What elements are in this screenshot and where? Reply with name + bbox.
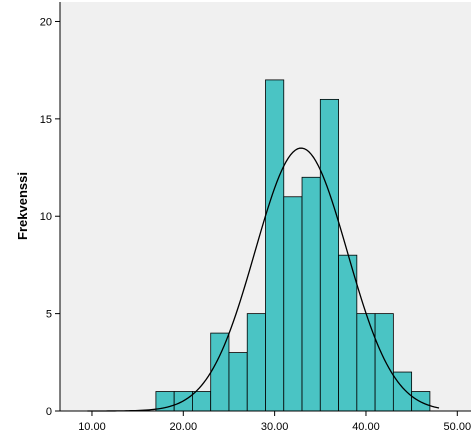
x-ticks-group: 10.00 20.00 30.00 40.00 50.00 — [78, 411, 471, 433]
normal-curve — [87, 147, 440, 412]
y-tick-label: 15 — [40, 114, 52, 126]
x-tick-label: 30.00 — [261, 421, 289, 433]
x-tick-label: 10.00 — [78, 421, 106, 433]
histogram-bar — [228, 352, 248, 412]
histogram-bar — [301, 176, 321, 412]
histogram-bar — [356, 313, 376, 412]
x-tick-label: 20.00 — [170, 421, 198, 433]
y-axis-title: Frekvenssi — [15, 172, 30, 240]
histogram-bar — [392, 371, 413, 412]
bars-group — [155, 79, 431, 412]
y-ticks-group: 0 5 10 15 20 — [40, 16, 60, 418]
y-tick-label: 10 — [40, 211, 52, 223]
y-tick-label: 20 — [40, 16, 52, 28]
histogram-bar — [210, 332, 230, 412]
histogram-bar — [283, 196, 303, 412]
histogram-bar — [265, 79, 285, 412]
x-tick-label: 50.00 — [444, 421, 472, 433]
histogram-bar — [374, 313, 394, 412]
y-tick-label: 0 — [46, 406, 52, 418]
x-tick-label: 40.00 — [352, 421, 380, 433]
histogram-bar — [246, 313, 266, 412]
histogram-bar — [192, 391, 212, 412]
histogram-bar — [338, 254, 358, 412]
histogram-bar — [319, 98, 339, 412]
y-tick-label: 5 — [46, 309, 52, 321]
